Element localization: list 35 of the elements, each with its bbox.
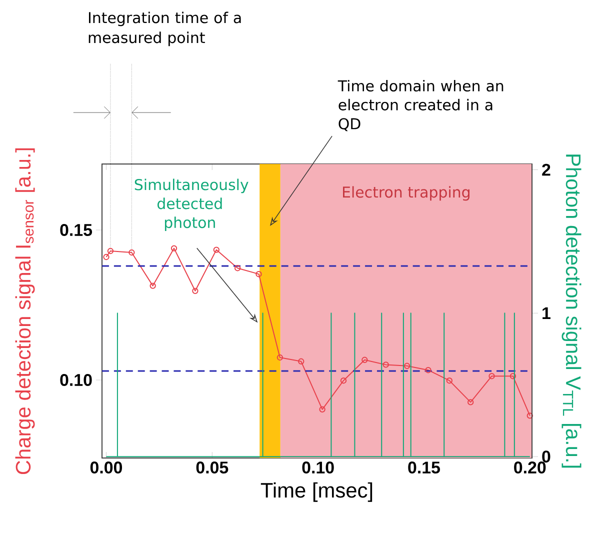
point <box>192 288 198 294</box>
point <box>340 378 347 384</box>
point <box>425 367 432 374</box>
y-axis-title: Charge detection signal I$_{sensor}$ [a.u.] <box>15 148 35 474</box>
x-tick-label: 0.20 <box>514 462 546 474</box>
point <box>319 406 326 412</box>
x-axis-title: Time [msec] <box>260 482 372 502</box>
x-tick-label: 0.05 <box>196 462 228 474</box>
point <box>234 265 241 272</box>
y2-axis-title: Photon detection signal V$_{TTL}$ [a.u.] <box>562 154 582 468</box>
point <box>510 373 516 380</box>
text: Time domain when an electron created in a QD <box>338 80 504 132</box>
point <box>276 354 284 361</box>
point <box>128 249 135 256</box>
point <box>256 271 262 278</box>
point <box>150 282 156 289</box>
y2-tick-label: 0 <box>542 450 550 463</box>
point <box>446 378 452 384</box>
point <box>467 399 474 406</box>
point <box>107 248 114 254</box>
annotation: Simultaneously detected photon <box>134 178 248 232</box>
point <box>382 362 389 368</box>
text: Integration time of a measured point <box>88 12 241 46</box>
x-tick-label: 0.00 <box>90 462 122 474</box>
x-tick-label: 0.15 <box>408 462 440 474</box>
y2-tick-label: 2 <box>542 164 550 176</box>
point <box>170 245 178 252</box>
band-label: Electron trapping <box>343 186 470 201</box>
point <box>404 362 410 369</box>
point <box>213 246 220 253</box>
point <box>298 358 304 364</box>
point <box>362 356 368 363</box>
point <box>488 373 495 380</box>
y2-tick-label: 1 <box>542 307 550 319</box>
x-tick-label: 0.10 <box>302 462 334 474</box>
